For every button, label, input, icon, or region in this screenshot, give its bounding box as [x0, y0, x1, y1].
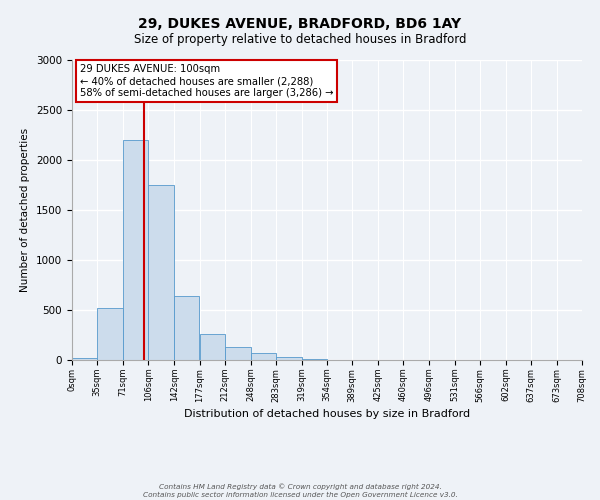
Text: 29, DUKES AVENUE, BRADFORD, BD6 1AY: 29, DUKES AVENUE, BRADFORD, BD6 1AY [139, 18, 461, 32]
Bar [174, 296, 199, 360]
Bar [302, 359, 327, 360]
Bar [97, 308, 123, 360]
Text: Size of property relative to detached houses in Bradford: Size of property relative to detached ho… [134, 32, 466, 46]
Bar [123, 140, 148, 360]
X-axis label: Distribution of detached houses by size in Bradford: Distribution of detached houses by size … [184, 408, 470, 418]
Bar [251, 353, 276, 360]
Bar [199, 334, 225, 360]
Bar [225, 347, 251, 360]
Bar [276, 357, 302, 360]
Bar [148, 185, 174, 360]
Bar [72, 358, 97, 360]
Y-axis label: Number of detached properties: Number of detached properties [20, 128, 31, 292]
Text: Contains HM Land Registry data © Crown copyright and database right 2024.
Contai: Contains HM Land Registry data © Crown c… [143, 484, 457, 498]
Text: 29 DUKES AVENUE: 100sqm
← 40% of detached houses are smaller (2,288)
58% of semi: 29 DUKES AVENUE: 100sqm ← 40% of detache… [80, 64, 333, 98]
